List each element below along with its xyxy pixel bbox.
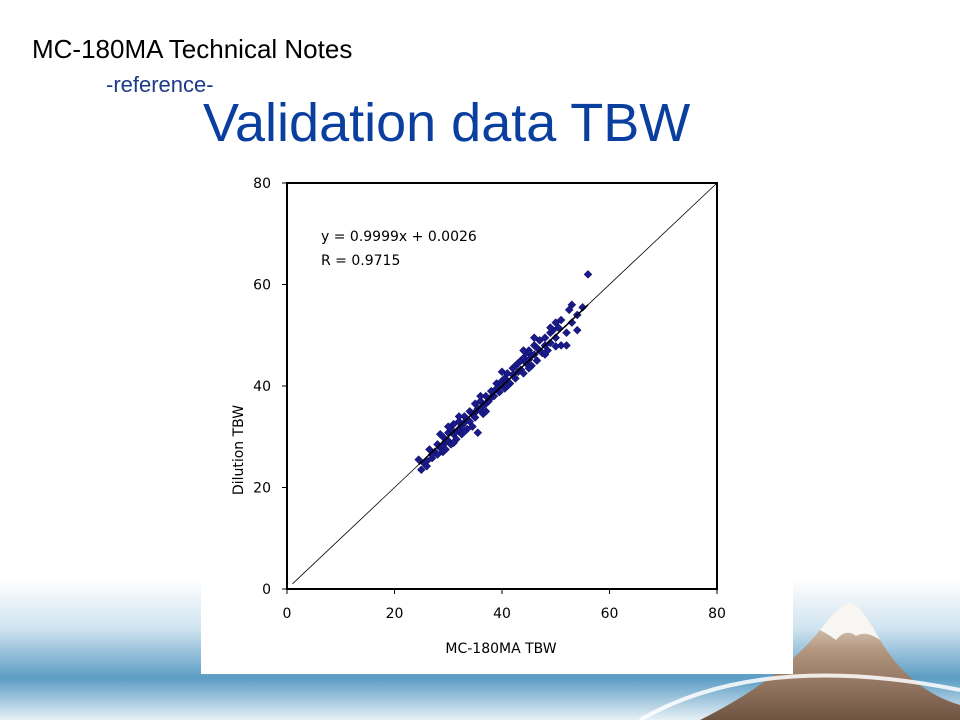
x-tick-label: 40 [493,606,511,622]
y-tick-label: 0 [262,582,271,598]
data-point [546,338,555,348]
data-point [511,374,520,383]
data-point [583,269,593,279]
y-tick-label: 60 [253,278,271,294]
slide-title: Validation data TBW [203,93,691,153]
data-point [470,413,480,422]
data-point [476,391,485,401]
swoosh-curve [638,673,960,720]
data-point [417,465,426,475]
header-subtitle: -reference- [106,72,214,97]
data-point [427,450,437,459]
data-point [562,328,571,338]
data-point [556,315,566,325]
regression-line [418,304,589,466]
data-point [551,342,561,351]
y-tick-label: 80 [253,176,271,192]
data-point [473,428,483,438]
regression-equation: y = 0.9999x + 0.0026 [321,229,477,245]
x-tick-label: 20 [386,606,404,622]
data-point [578,302,587,312]
x-axis-label: MC-180MA TBW [445,641,556,657]
correlation-value: R = 0.9715 [321,253,400,269]
chart-panel: 0 20 40 60 80 0 20 40 60 80 y = 0.9999x + 0.0026… [201,170,793,674]
y-axis-label: Dilution TBW [231,405,247,495]
data-point [562,341,571,350]
data-point [551,333,561,343]
data-point [481,407,491,416]
x-tick-label: 0 [283,606,292,622]
data-point [524,363,534,373]
data-point [519,346,528,355]
data-point [422,461,432,471]
header-title: MC-180MA Technical Notes [32,34,353,64]
data-point [529,333,539,343]
data-point [497,367,507,377]
data-point [460,427,469,437]
data-point [503,381,512,391]
data-point [564,305,574,315]
x-tick-label: 80 [708,606,726,622]
data-point [449,438,458,448]
data-point [454,412,464,421]
data-point [572,325,582,335]
data-point [489,391,499,401]
y-tick-label: 40 [253,379,271,395]
data-point [468,422,477,431]
data-point [443,422,453,431]
mountain-snowcap [820,602,880,640]
data-point [438,447,448,457]
data-point [519,368,528,378]
data-point [546,323,555,332]
data-point [540,350,550,359]
data-point [435,429,445,439]
x-tick-label: 60 [601,606,619,622]
scatter-chart: 0 20 40 60 80 0 20 40 60 80 y = 0.9999x + 0.0026… [231,176,726,657]
y-tick-label: 20 [253,481,271,497]
data-point [567,318,577,327]
data-point [532,356,542,365]
mountain-shape [700,602,960,720]
